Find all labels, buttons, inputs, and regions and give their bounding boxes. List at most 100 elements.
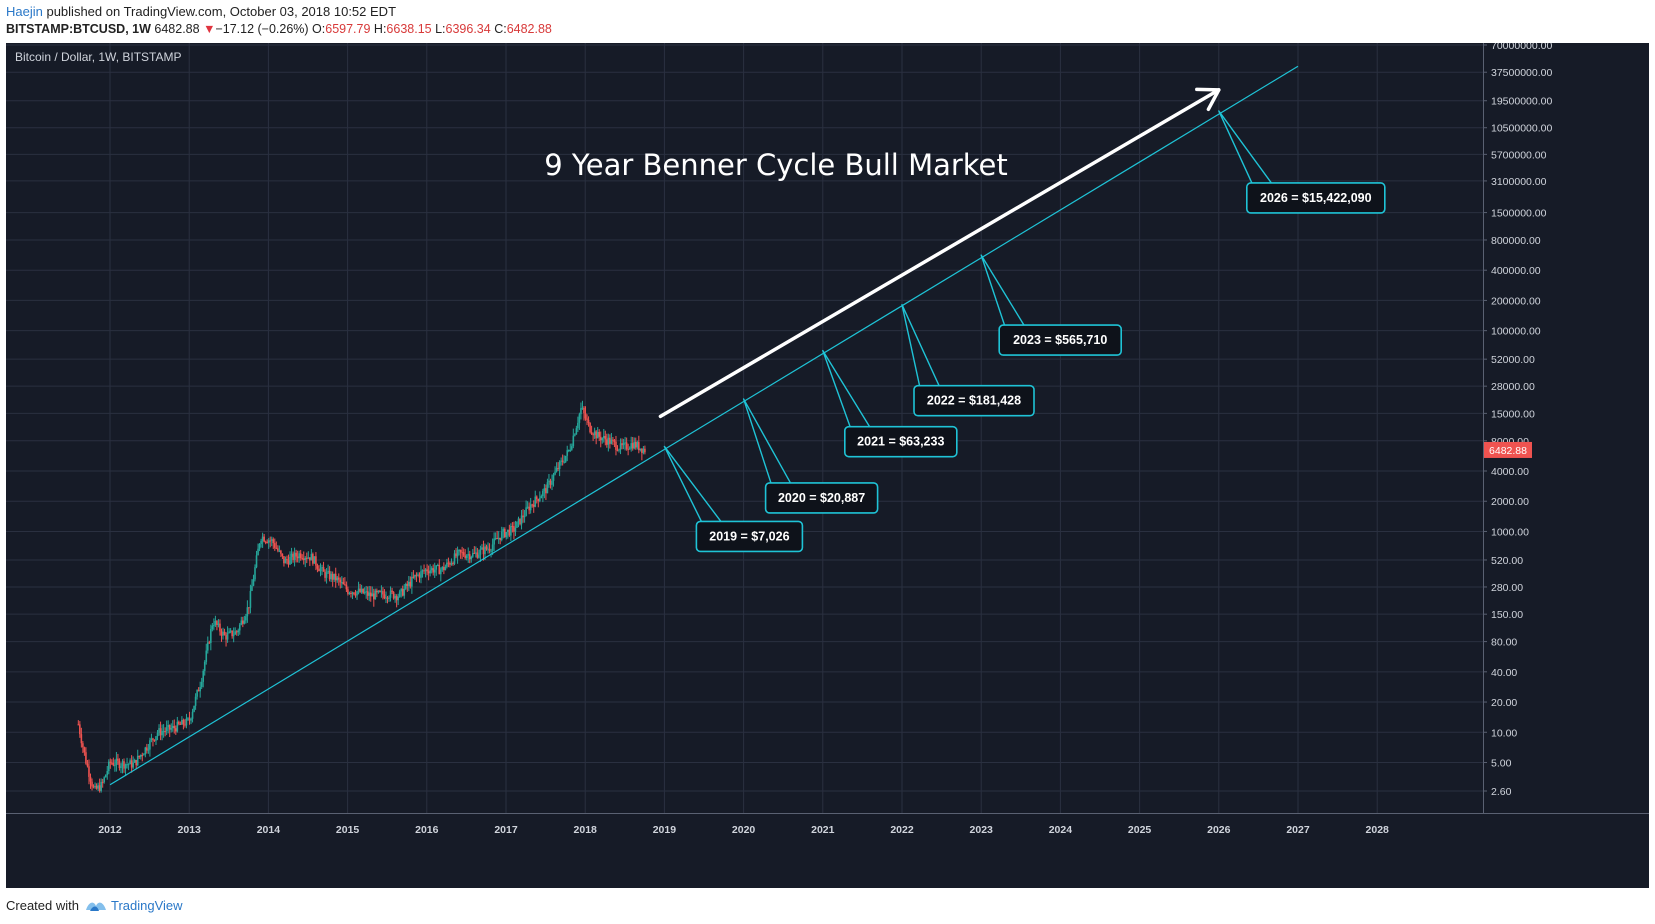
open-value: 6597.79	[325, 22, 371, 36]
candle-body	[219, 623, 221, 632]
candle-body	[178, 721, 180, 724]
candle-body	[226, 633, 229, 640]
candle-body	[83, 747, 86, 753]
candle-body	[529, 504, 532, 511]
candle-body	[388, 597, 390, 599]
candle-body	[174, 728, 177, 732]
candle-body	[432, 568, 434, 573]
candle-body	[443, 566, 445, 571]
candle-body	[356, 591, 358, 596]
close-label: C:	[494, 22, 507, 36]
high-label: H:	[373, 22, 387, 36]
candle-body	[94, 785, 96, 788]
candle-body	[456, 550, 459, 557]
candle-body	[156, 732, 159, 737]
candle-body	[415, 574, 418, 576]
candle-body	[147, 749, 150, 751]
candle-body	[641, 448, 643, 453]
candle-body	[354, 594, 357, 596]
candle-body	[80, 734, 83, 744]
x-tick-label: 2014	[257, 824, 281, 836]
candle-body	[235, 631, 238, 633]
tradingview-logo-icon	[85, 902, 106, 911]
candle-body	[220, 631, 223, 636]
candle-body	[395, 595, 398, 601]
candle-body	[497, 537, 500, 540]
candle-body	[625, 442, 628, 449]
y-tick-label: 19500000.00	[1491, 96, 1552, 108]
candle-body	[205, 650, 208, 662]
candle-body	[269, 540, 272, 542]
bull-arrow-line	[658, 88, 1221, 419]
candle-body	[589, 422, 591, 433]
candle-body	[604, 435, 607, 440]
candle-body	[210, 629, 212, 643]
candle-body	[551, 480, 553, 485]
candle-body	[359, 588, 361, 593]
candle-body	[149, 740, 151, 750]
candle-body	[82, 743, 84, 748]
callout-label: 2022 = $181,428	[927, 394, 1021, 408]
candle-body	[203, 661, 206, 671]
chart-legend: Bitcoin / Dollar, 1W, BITSTAMP	[15, 50, 182, 64]
candle-body	[173, 725, 176, 729]
x-tick-label: 2027	[1286, 824, 1310, 836]
candle-body	[111, 762, 113, 764]
candle-body	[563, 461, 565, 463]
y-tick-label: 52000.00	[1491, 354, 1535, 366]
candle-body	[263, 536, 265, 542]
candle-body	[144, 747, 147, 755]
candle-body	[120, 766, 122, 769]
candle-body	[380, 591, 383, 593]
candle-body	[190, 718, 192, 721]
candle-body	[586, 418, 588, 420]
candle-body	[333, 573, 335, 580]
candle-body	[194, 696, 197, 706]
candle-body	[612, 439, 614, 441]
candle-body	[330, 573, 332, 580]
candle-body	[449, 563, 451, 565]
candle-body	[126, 764, 128, 766]
candle-body	[540, 496, 543, 499]
candle-body	[351, 592, 354, 594]
candle-body	[316, 565, 319, 569]
candle-body	[567, 449, 570, 451]
candle-body	[252, 579, 255, 586]
candle-body	[91, 781, 93, 787]
candle-body	[337, 577, 340, 580]
candle-body	[127, 764, 130, 766]
candle-body	[545, 488, 547, 494]
candle-body	[403, 588, 406, 596]
y-tick-label: 2000.00	[1491, 496, 1529, 508]
candle-body	[444, 566, 447, 571]
candle-body	[319, 568, 322, 572]
candle-body	[490, 550, 492, 552]
candle-body	[245, 616, 247, 621]
candle-body	[124, 764, 127, 769]
candle-body	[328, 571, 331, 580]
candle-body	[578, 414, 581, 423]
plot-background	[6, 43, 1483, 813]
candle-body	[488, 548, 491, 551]
candle-body	[383, 594, 386, 599]
candle-body	[107, 761, 110, 772]
candle-body	[100, 781, 102, 791]
candle-body	[534, 496, 537, 507]
candle-body	[339, 579, 342, 583]
candle-body	[324, 571, 326, 578]
x-tick-label: 2022	[890, 824, 914, 836]
candle-body	[500, 531, 503, 541]
candle-body	[440, 569, 442, 575]
candle-body	[404, 583, 407, 589]
tradingview-link[interactable]: TradingView	[85, 898, 183, 913]
candle-body	[242, 620, 244, 624]
candle-body	[607, 437, 610, 445]
candle-body	[601, 438, 604, 441]
candle-body	[341, 582, 343, 584]
candle-body	[109, 761, 112, 763]
y-tick-label: 20.00	[1491, 697, 1517, 709]
candle-body	[507, 529, 509, 533]
author-link[interactable]: Haejin	[6, 4, 43, 19]
candle-body	[277, 548, 279, 551]
price-chart[interactable]: 70000000.00 37500000.00 19500000.00 1050000…	[6, 43, 1649, 888]
